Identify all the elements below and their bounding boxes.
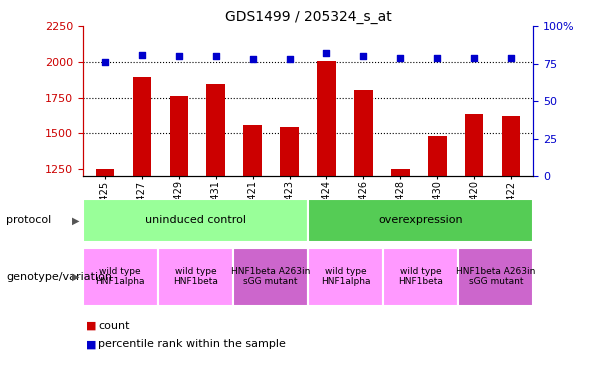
Bar bbox=[465, 114, 484, 348]
Point bbox=[100, 59, 110, 65]
Bar bbox=[233, 248, 308, 306]
Text: wild type
HNF1alpha: wild type HNF1alpha bbox=[321, 267, 370, 286]
Point bbox=[284, 56, 294, 62]
Text: overexpression: overexpression bbox=[378, 215, 463, 225]
Bar bbox=[96, 169, 114, 348]
Title: GDS1499 / 205324_s_at: GDS1499 / 205324_s_at bbox=[224, 10, 392, 24]
Text: wild type
HNF1beta: wild type HNF1beta bbox=[173, 267, 218, 286]
Point bbox=[395, 55, 405, 61]
Bar bbox=[132, 77, 151, 348]
Text: ▶: ▶ bbox=[72, 215, 80, 225]
Point bbox=[248, 56, 257, 62]
Point bbox=[174, 53, 184, 59]
Point bbox=[359, 53, 368, 59]
Text: ▶: ▶ bbox=[72, 272, 80, 282]
Bar bbox=[207, 84, 225, 348]
Bar bbox=[318, 61, 336, 348]
Bar bbox=[83, 199, 308, 242]
Text: wild type
HNF1alpha: wild type HNF1alpha bbox=[96, 267, 145, 286]
Point bbox=[322, 50, 332, 56]
Text: protocol: protocol bbox=[6, 215, 51, 225]
Bar bbox=[158, 248, 233, 306]
Bar bbox=[458, 248, 533, 306]
Point bbox=[432, 55, 442, 61]
Bar bbox=[308, 199, 533, 242]
Bar bbox=[383, 248, 458, 306]
Text: wild type
HNF1beta: wild type HNF1beta bbox=[398, 267, 443, 286]
Bar bbox=[243, 125, 262, 348]
Point bbox=[211, 53, 221, 59]
Point bbox=[137, 52, 147, 58]
Text: ■: ■ bbox=[86, 339, 96, 350]
Text: percentile rank within the sample: percentile rank within the sample bbox=[98, 339, 286, 350]
Bar bbox=[83, 248, 158, 306]
Bar bbox=[280, 126, 299, 348]
Bar bbox=[170, 96, 188, 348]
Bar bbox=[391, 169, 409, 348]
Text: genotype/variation: genotype/variation bbox=[6, 272, 112, 282]
Bar bbox=[502, 116, 520, 348]
Text: HNF1beta A263in
sGG mutant: HNF1beta A263in sGG mutant bbox=[231, 267, 310, 286]
Text: count: count bbox=[98, 321, 129, 331]
Text: uninduced control: uninduced control bbox=[145, 215, 246, 225]
Point bbox=[506, 55, 516, 61]
Text: HNF1beta A263in
sGG mutant: HNF1beta A263in sGG mutant bbox=[456, 267, 535, 286]
Text: ■: ■ bbox=[86, 321, 96, 331]
Bar bbox=[308, 248, 383, 306]
Bar bbox=[354, 90, 373, 348]
Point bbox=[470, 55, 479, 61]
Bar bbox=[428, 136, 446, 348]
